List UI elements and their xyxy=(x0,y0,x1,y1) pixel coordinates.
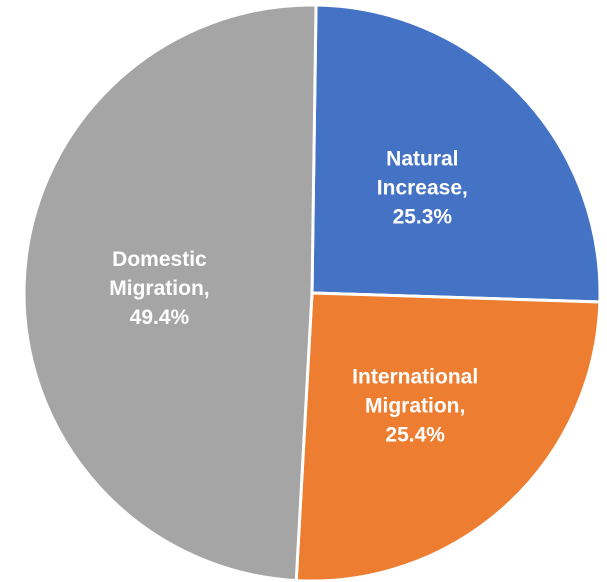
slice-international-migration xyxy=(294,291,602,582)
label-line: Migration, xyxy=(109,277,209,300)
label-line: 25.4% xyxy=(385,423,445,446)
label-line: International xyxy=(352,365,478,388)
pie-labels: Natural Increase, 25.3% International Migrat… xyxy=(109,148,478,447)
label-line: 25.3% xyxy=(393,206,453,229)
label-line: Natural xyxy=(386,148,458,171)
label-line: Migration, xyxy=(365,394,465,417)
slice-natural-increase xyxy=(310,3,602,304)
label-natural-increase: Natural Increase, 25.3% xyxy=(377,148,468,229)
label-line: 49.4% xyxy=(130,306,190,329)
label-line: Increase, xyxy=(377,177,468,200)
pie-slices xyxy=(22,3,602,582)
label-domestic-migration: Domestic Migration, 49.4% xyxy=(109,248,209,329)
label-line: Domestic xyxy=(112,248,207,271)
label-international-migration: International Migration, 25.4% xyxy=(352,365,478,446)
slice-domestic-migration xyxy=(22,3,318,582)
